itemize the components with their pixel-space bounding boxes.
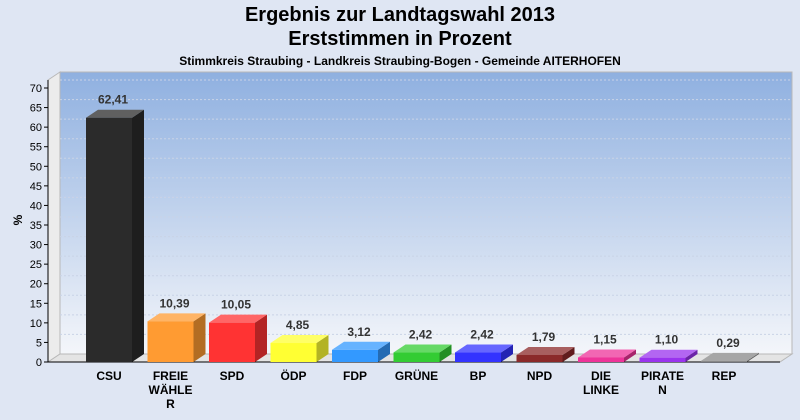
y-tick-label: 25: [30, 259, 42, 271]
x-tick-label: CSU: [96, 369, 121, 383]
y-axis-label: %: [11, 214, 25, 225]
bar-top: [455, 344, 513, 353]
y-tick-label: 20: [30, 279, 42, 291]
bar: [578, 349, 636, 362]
plot-background: [59, 71, 793, 355]
bar: [393, 344, 452, 362]
y-tick-label: 50: [30, 161, 42, 173]
x-tick-label: FDP: [343, 369, 367, 383]
chart-subtitle: Erststimmen in Prozent: [288, 28, 512, 50]
bar-front: [393, 352, 440, 362]
data-label: 1,15: [593, 332, 617, 346]
bar-front: [639, 357, 686, 362]
data-label: 1,79: [532, 330, 556, 344]
data-label: 0,29: [716, 336, 740, 350]
y-tick-label: 40: [30, 200, 42, 212]
data-label: 4,85: [286, 318, 310, 332]
bar: [86, 109, 144, 362]
bar-side: [316, 335, 329, 362]
bar-top: [516, 346, 575, 355]
bar-front: [578, 357, 624, 362]
y-tick-label: 60: [30, 122, 42, 134]
data-label: 62,41: [98, 93, 128, 107]
bar-side: [378, 341, 390, 362]
data-label: 2,42: [470, 328, 494, 342]
bar-top: [393, 344, 452, 353]
y-tick-label: 5: [36, 337, 42, 349]
y-tick-label: 30: [30, 240, 42, 252]
x-tick-label: NPD: [527, 369, 553, 383]
y-tick-label: 10: [30, 318, 42, 330]
y-tick-label: 35: [30, 220, 42, 232]
bar: [147, 313, 206, 362]
y-tick-label: 0: [36, 357, 42, 369]
bar-top: [639, 349, 698, 358]
data-label: 3,12: [347, 325, 371, 339]
bar-side: [132, 109, 144, 362]
chart-caption: Stimmkreis Straubing - Landkreis Straubi…: [179, 54, 621, 68]
bar-front: [270, 343, 317, 362]
bar-front: [701, 360, 747, 362]
bar-side: [255, 314, 267, 362]
bar-side: [501, 344, 513, 362]
bar-front: [332, 349, 378, 362]
bar-top: [270, 335, 329, 344]
bar-top: [578, 349, 636, 358]
bar: [516, 346, 575, 362]
y-tick-label: 70: [30, 83, 42, 95]
x-tick-label: SPD: [220, 369, 245, 383]
x-tick-label: PIRATE N: [641, 369, 684, 397]
bar-top: [86, 109, 144, 118]
bar-front: [516, 354, 563, 362]
bar-side: [193, 313, 206, 362]
x-tick-label: FREIE WÄHLE R: [149, 369, 193, 411]
bar: [701, 352, 759, 362]
bar-side: [747, 352, 759, 362]
bar-top: [209, 314, 267, 323]
x-tick-label: GRÜNE: [395, 368, 438, 383]
bar-front: [86, 117, 132, 362]
chart-title: Ergebnis zur Landtagswahl 2013: [244, 4, 556, 26]
data-label: 1,10: [655, 333, 679, 347]
bar: [270, 335, 329, 362]
bar: [639, 349, 698, 362]
x-tick-label: REP: [712, 369, 737, 383]
x-tick-label: ÖDP: [280, 368, 306, 383]
bar-top: [332, 341, 390, 350]
y-tick-label: 55: [30, 142, 42, 154]
bar-front: [209, 322, 255, 362]
bar-front: [147, 321, 194, 362]
x-tick-label: BP: [470, 369, 487, 383]
y-tick-label: 65: [30, 103, 42, 115]
y-tick-label: 45: [30, 181, 42, 193]
bar-front: [455, 352, 501, 362]
data-label: 10,05: [221, 298, 251, 312]
plot-side-wall: [47, 71, 61, 363]
bar-side: [439, 344, 452, 362]
bar-top: [701, 352, 759, 361]
bar-side: [685, 349, 698, 362]
bar: [455, 344, 513, 362]
bar: [209, 314, 267, 362]
bar-side: [624, 349, 636, 362]
data-label: 10,39: [159, 296, 189, 310]
bar-side: [562, 346, 575, 362]
bar: [332, 341, 390, 362]
data-label: 2,42: [409, 328, 433, 342]
y-tick-label: 15: [30, 298, 42, 310]
bar-top: [147, 313, 206, 322]
x-tick-label: DIE LINKE: [583, 369, 619, 397]
